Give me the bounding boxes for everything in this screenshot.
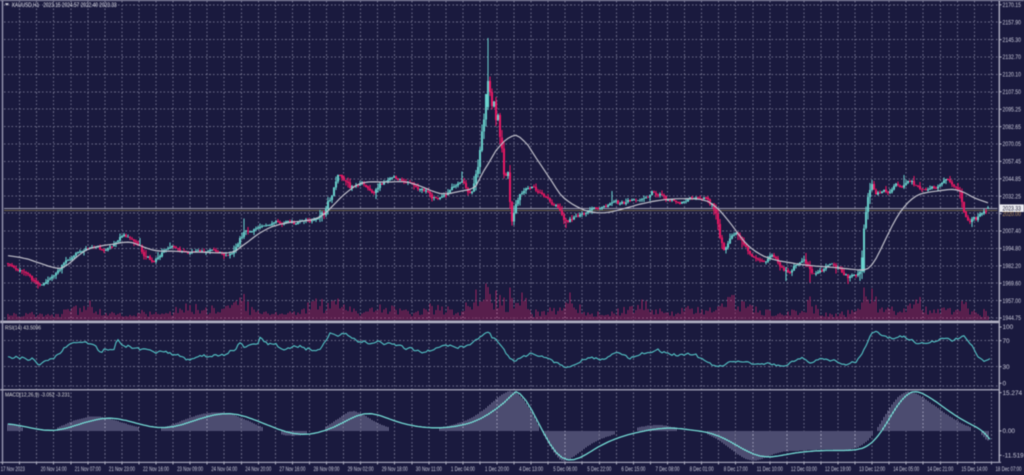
svg-text:5 Dec 06:00: 5 Dec 06:00 <box>553 466 577 473</box>
svg-text:2020.00: 2020.00 <box>1003 211 1022 218</box>
svg-text:5 Dec 22:00: 5 Dec 22:00 <box>587 466 611 473</box>
svg-text:-11.519: -11.519 <box>1003 453 1024 460</box>
svg-text:2070.05: 2070.05 <box>1003 141 1022 148</box>
svg-text:20 Nov 14:00: 20 Nov 14:00 <box>41 466 67 473</box>
svg-text:6 Dec 15:00: 6 Dec 15:00 <box>621 466 645 473</box>
svg-text:15 Dec 14:00: 15 Dec 14:00 <box>961 466 987 473</box>
svg-text:2082.65: 2082.65 <box>1003 124 1022 131</box>
svg-text:2057.45: 2057.45 <box>1003 159 1022 166</box>
svg-text:30: 30 <box>1003 364 1011 371</box>
svg-text:2023.33: 2023.33 <box>1003 206 1022 213</box>
svg-text:1944.75: 1944.75 <box>1003 315 1022 322</box>
svg-text:1969.60: 1969.60 <box>1003 280 1022 287</box>
svg-text:2132.70: 2132.70 <box>1003 54 1022 61</box>
svg-text:1957.00: 1957.00 <box>1003 298 1022 305</box>
svg-text:28 Nov 09:00: 28 Nov 09:00 <box>314 466 340 473</box>
svg-text:24 Nov 04:00: 24 Nov 04:00 <box>211 466 237 473</box>
svg-text:RSI(14) 43.5096: RSI(14) 43.5096 <box>5 325 41 331</box>
svg-text:23 Nov 09:00: 23 Nov 09:00 <box>177 466 203 473</box>
svg-text:8 Dec 17:00: 8 Dec 17:00 <box>724 466 748 473</box>
svg-text:100: 100 <box>1003 324 1014 331</box>
svg-text:14 Dec 21:00: 14 Dec 21:00 <box>927 466 953 473</box>
svg-text:70: 70 <box>1003 338 1011 345</box>
svg-text:1994.80: 1994.80 <box>1003 246 1022 253</box>
svg-text:2157.90: 2157.90 <box>1003 19 1022 26</box>
svg-text:7 Dec 08:00: 7 Dec 08:00 <box>656 466 680 473</box>
svg-text:24 Nov 20:00: 24 Nov 20:00 <box>245 466 271 473</box>
svg-text:2170.15: 2170.15 <box>1003 2 1022 9</box>
svg-text:30 Nov 11:00: 30 Nov 11:00 <box>416 466 442 473</box>
svg-text:14 Dec 05:00: 14 Dec 05:00 <box>893 466 919 473</box>
svg-text:2095.25: 2095.25 <box>1003 106 1022 113</box>
svg-text:29 Nov 18:00: 29 Nov 18:00 <box>382 466 408 473</box>
svg-text:2044.85: 2044.85 <box>1003 176 1022 183</box>
svg-text:1 Dec 20:00: 1 Dec 20:00 <box>485 466 509 473</box>
svg-text:1 Dec 04:00: 1 Dec 04:00 <box>451 466 475 473</box>
svg-text:29 Nov 02:00: 29 Nov 02:00 <box>348 466 374 473</box>
svg-text:8 Dec 01:00: 8 Dec 01:00 <box>690 466 714 473</box>
svg-text:1982.20: 1982.20 <box>1003 263 1022 270</box>
svg-text:2120.10: 2120.10 <box>1003 72 1022 79</box>
svg-text:21 Nov 23:00: 21 Nov 23:00 <box>109 466 135 473</box>
svg-text:13 Dec 12:00: 13 Dec 12:00 <box>859 466 885 473</box>
svg-text:18 Dec 07:00: 18 Dec 07:00 <box>996 466 1022 473</box>
svg-text:MACD(12,26,9) -3.052 -3.231: MACD(12,26,9) -3.052 -3.231 <box>5 392 70 398</box>
svg-text:0: 0 <box>1003 380 1007 387</box>
svg-text:XAUUSD,H1 2023.15 2024.57 20: XAUUSD,H1 2023.15 2024.57 2022.40 2023.3… <box>12 3 118 9</box>
svg-text:12 Dec 03:00: 12 Dec 03:00 <box>791 466 817 473</box>
svg-text:27 Nov 16:00: 27 Nov 16:00 <box>279 466 305 473</box>
svg-text:22 Nov 16:00: 22 Nov 16:00 <box>143 466 169 473</box>
svg-text:0.00: 0.00 <box>1003 428 1016 435</box>
svg-text:4 Dec 13:00: 4 Dec 13:00 <box>519 466 543 473</box>
svg-text:21 Nov 07:00: 21 Nov 07:00 <box>75 466 101 473</box>
svg-text:2007.40: 2007.40 <box>1003 228 1022 235</box>
svg-text:2107.50: 2107.50 <box>1003 89 1022 96</box>
svg-text:12 Dec 19:00: 12 Dec 19:00 <box>825 466 851 473</box>
svg-text:15.274: 15.274 <box>1003 390 1023 397</box>
svg-text:2032.25: 2032.25 <box>1003 193 1022 200</box>
svg-text:2145.30: 2145.30 <box>1003 37 1022 44</box>
svg-text:11 Dec 10:00: 11 Dec 10:00 <box>757 466 783 473</box>
svg-text:17 Nov 2023: 17 Nov 2023 <box>1 466 25 473</box>
